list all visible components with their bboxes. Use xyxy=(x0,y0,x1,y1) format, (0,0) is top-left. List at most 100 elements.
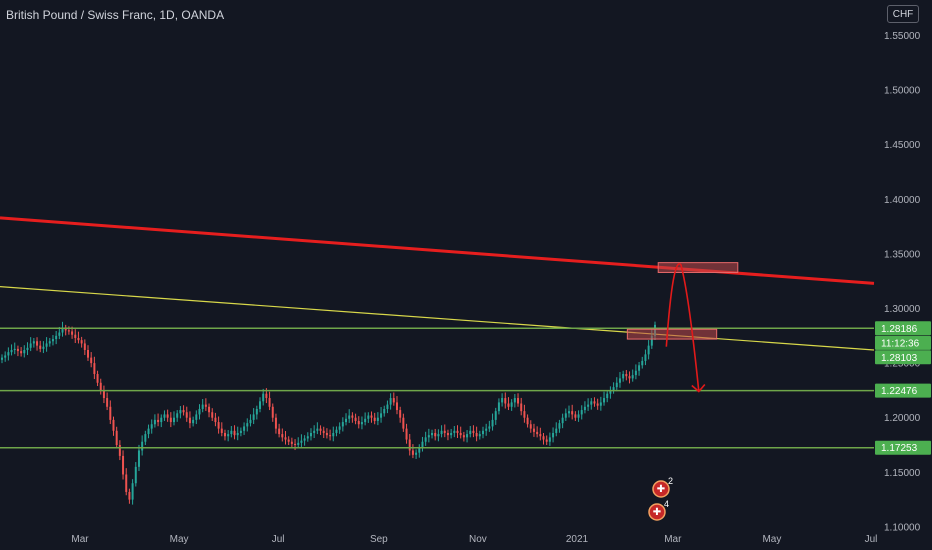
candle-body xyxy=(249,419,252,424)
candle-body xyxy=(217,422,220,429)
candle-body xyxy=(211,412,214,418)
candle-body xyxy=(243,426,246,431)
candle-body xyxy=(415,452,418,455)
candle-body xyxy=(462,435,465,438)
candle-body xyxy=(542,436,545,440)
candle-body xyxy=(364,418,367,423)
event-marker-icon[interactable] xyxy=(652,480,670,498)
candle-body xyxy=(408,439,411,451)
y-tick-label: 1.55000 xyxy=(884,31,921,42)
trendlines-layer xyxy=(0,216,875,351)
candle-body xyxy=(239,430,242,433)
candle-body xyxy=(507,403,510,407)
price-tag: 1.28103 xyxy=(875,350,931,365)
resistance-trendline[interactable] xyxy=(0,216,875,285)
candle-body xyxy=(376,417,379,421)
horizontal-levels-layer xyxy=(0,327,874,449)
x-tick-label: Jul xyxy=(272,534,285,545)
candle-body xyxy=(567,411,570,414)
x-tick-label: 2021 xyxy=(566,534,589,545)
candle-body xyxy=(71,331,74,335)
candle-body xyxy=(351,415,354,418)
candle-body xyxy=(195,414,198,420)
candle-body xyxy=(214,417,217,423)
candle-body xyxy=(262,393,265,402)
candle-body xyxy=(440,430,443,435)
candle-body xyxy=(583,406,586,411)
candle-body xyxy=(102,390,105,399)
candle-body xyxy=(580,410,583,415)
candle-body xyxy=(536,431,539,435)
candle-body xyxy=(115,430,118,445)
candle-body xyxy=(176,413,179,418)
candle-body xyxy=(182,410,185,413)
candle-body xyxy=(13,348,16,350)
candle-body xyxy=(427,435,430,438)
candle-body xyxy=(488,426,491,429)
candle-body xyxy=(297,442,300,445)
candle-body xyxy=(322,430,325,433)
candle-body xyxy=(96,374,99,383)
candle-body xyxy=(587,404,590,407)
candle-body xyxy=(274,417,277,429)
candle-body xyxy=(201,404,204,409)
currency-badge[interactable]: CHF xyxy=(887,5,919,23)
candle-body xyxy=(475,432,478,437)
y-tick-label: 1.10000 xyxy=(884,522,921,533)
candle-body xyxy=(122,455,125,475)
projection-arrow[interactable] xyxy=(665,263,700,392)
candle-body xyxy=(163,414,166,418)
highlight-zone[interactable] xyxy=(657,262,739,273)
candle-body xyxy=(329,435,332,437)
candle-body xyxy=(220,428,223,433)
candle-body xyxy=(341,422,344,427)
candle-body xyxy=(313,430,316,433)
candle-body xyxy=(32,341,35,344)
candle-body xyxy=(517,398,520,404)
support-trendline[interactable] xyxy=(0,286,875,351)
candle-body xyxy=(300,440,303,443)
event-count-icon: 2 xyxy=(668,476,673,486)
candle-body xyxy=(596,403,599,406)
candle-body xyxy=(571,411,574,415)
candle-body xyxy=(348,415,351,419)
price-tag-label: 1.28103 xyxy=(881,353,918,364)
candle-body xyxy=(236,432,239,436)
time-axis[interactable]: Mar May Jul Sep Nov 2021 Mar May Jul xyxy=(71,534,877,545)
candle-body xyxy=(268,398,271,407)
candle-body xyxy=(252,414,255,420)
price-tag-label: 11:12:36 xyxy=(881,338,920,349)
candle-body xyxy=(166,414,169,418)
candle-body xyxy=(466,434,469,438)
candle-body xyxy=(173,417,176,423)
price-axis[interactable]: 1.100001.150001.200001.250001.300001.350… xyxy=(884,31,921,533)
candle-body xyxy=(147,428,150,435)
candle-body xyxy=(55,335,58,340)
candle-body xyxy=(309,432,312,437)
x-tick-label: Nov xyxy=(469,534,487,545)
candle-body xyxy=(453,430,456,433)
candle-body xyxy=(437,434,440,437)
highlight-zone[interactable] xyxy=(626,328,718,340)
projection-arrow-layer xyxy=(665,263,706,393)
event-marker-icon[interactable] xyxy=(648,503,666,521)
candle-body xyxy=(456,430,459,433)
event-icons[interactable]: ✚ 2 ✚ 4 xyxy=(648,476,673,521)
candle-body xyxy=(564,413,567,418)
price-tag-bg xyxy=(875,335,931,350)
price-tag-bg xyxy=(875,350,931,365)
candle-body xyxy=(74,334,77,338)
candle-body xyxy=(603,398,606,403)
candle-body xyxy=(609,390,612,394)
candle-body xyxy=(316,428,319,431)
candle-body xyxy=(389,398,392,405)
candle-body xyxy=(160,417,163,423)
candle-body xyxy=(424,437,427,442)
highlight-zones-layer xyxy=(626,262,739,340)
candle-body xyxy=(395,402,398,411)
candle-body xyxy=(10,349,13,353)
x-tick-label: Mar xyxy=(664,534,682,545)
candle-body xyxy=(204,404,207,407)
candle-body xyxy=(150,424,153,429)
